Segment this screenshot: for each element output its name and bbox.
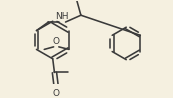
Text: NH: NH [55,12,69,21]
Text: O: O [53,37,60,46]
Text: O: O [53,89,60,98]
